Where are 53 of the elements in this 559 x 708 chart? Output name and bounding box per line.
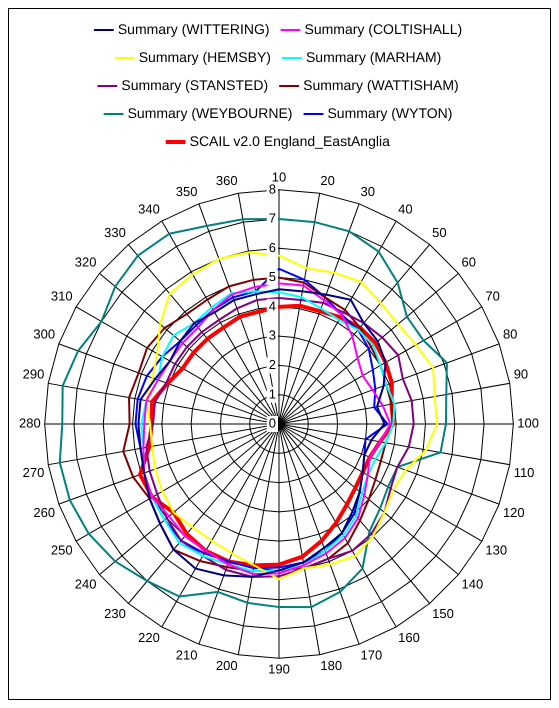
spoke-label: 150: [432, 606, 454, 621]
spoke-label: 90: [514, 366, 528, 382]
spoke-label: 160: [398, 630, 420, 645]
spoke-label: 40: [398, 201, 413, 216]
spoke-label: 250: [50, 542, 73, 558]
y-tick-label: 0: [268, 416, 276, 431]
legend-label: SCAIL v2.0 England_EastAnglia: [190, 132, 390, 149]
spoke-label: 300: [33, 326, 56, 342]
y-tick-label: 3: [268, 328, 276, 343]
y-tick-label: 7: [268, 210, 276, 226]
legend-label: Summary (WATTISHAM): [303, 76, 459, 93]
y-tick-label: 8: [268, 181, 276, 196]
spoke-label: 330: [104, 225, 126, 240]
spoke-label: 220: [138, 630, 160, 645]
y-tick-label: 6: [268, 240, 276, 255]
spoke-label: 180: [320, 658, 342, 674]
spoke-label: 310: [50, 288, 73, 304]
spoke-label: 130: [485, 542, 508, 558]
spoke-label: 350: [176, 184, 198, 199]
spoke-label: 20: [320, 173, 335, 188]
legend-label: Summary (WEYBOURNE): [128, 104, 292, 121]
spoke-label: 190: [268, 662, 290, 677]
spoke-label: 240: [74, 576, 96, 592]
spoke-label: 140: [462, 576, 484, 592]
spoke-label: 320: [74, 254, 96, 270]
spoke-label: 120: [502, 504, 525, 520]
legend-label: Summary (STANSTED): [121, 76, 268, 93]
spoke-label: 230: [104, 606, 126, 621]
spoke-label: 210: [176, 647, 198, 662]
spoke-label: 270: [22, 464, 44, 480]
spoke-label: 200: [216, 658, 238, 674]
spoke-label: 30: [360, 184, 375, 199]
spoke-label: 170: [360, 647, 382, 662]
legend-label: Summary (COLTISHALL): [304, 20, 462, 37]
legend-label: Summary (HEMSBY): [138, 48, 271, 65]
y-tick-label: 1: [268, 386, 276, 402]
y-tick-label: 5: [268, 269, 276, 284]
spoke-label: 70: [485, 288, 500, 304]
spoke-label: 60: [462, 254, 476, 270]
spoke-label: 260: [33, 504, 56, 520]
spoke-label: 110: [514, 464, 534, 480]
y-tick-label: 4: [268, 298, 276, 314]
legend-label: Summary (WITTERING): [118, 20, 270, 37]
spoke-label: 50: [432, 225, 447, 240]
legend-label: Summary (WYTON): [327, 104, 452, 121]
y-tick-label: 2: [268, 357, 276, 372]
spoke-label: 80: [502, 326, 518, 342]
legend-label: Summary (MARHAM): [306, 48, 442, 65]
spoke-label: 360: [216, 173, 238, 188]
spoke-label: 100: [517, 416, 540, 431]
spoke-label: 280: [18, 416, 41, 431]
spoke-label: 340: [138, 201, 160, 216]
spoke-label: 290: [22, 366, 44, 382]
